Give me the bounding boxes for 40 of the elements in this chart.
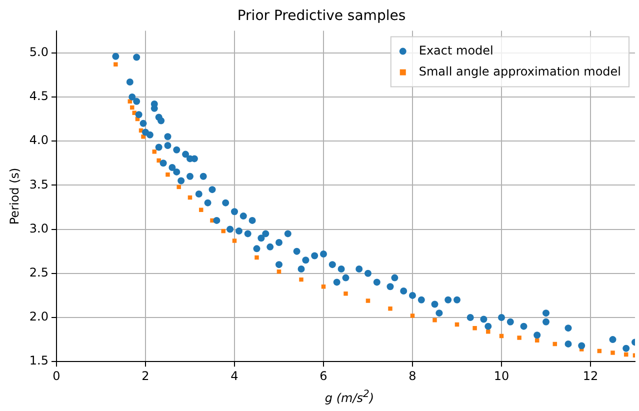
point xyxy=(366,298,370,303)
legend-label: Exact model xyxy=(418,43,494,58)
x-tick-label: 4 xyxy=(230,368,238,383)
point xyxy=(410,314,415,318)
point xyxy=(388,306,392,311)
point xyxy=(472,326,477,330)
point xyxy=(176,184,181,190)
point xyxy=(130,105,134,110)
point xyxy=(232,238,237,243)
x-tick-label: 10 xyxy=(494,368,510,383)
y-tick-label: 5.0 xyxy=(29,44,48,59)
x-tick-label: 2 xyxy=(142,368,150,383)
x-axis-title: g (m/s$^{2}$) xyxy=(324,389,376,405)
point xyxy=(299,277,304,282)
y-axis-title: Period (s) xyxy=(7,168,22,225)
point xyxy=(610,350,615,355)
point xyxy=(486,329,490,334)
y-tick-label: 4.5 xyxy=(29,89,48,104)
point xyxy=(221,228,226,234)
point xyxy=(254,255,259,260)
y-tick-label: 2.0 xyxy=(29,310,48,324)
legend-label: Small angle approximation model xyxy=(418,64,621,78)
x-tick-label: 6 xyxy=(320,368,328,383)
point xyxy=(114,62,118,66)
point xyxy=(152,150,157,154)
point xyxy=(156,158,161,163)
y-tick-label: 3.5 xyxy=(29,177,48,192)
point xyxy=(517,336,522,340)
x-tick-label: 0 xyxy=(52,368,60,383)
point xyxy=(344,292,348,296)
x-tick-label: 8 xyxy=(408,368,416,383)
point xyxy=(141,134,146,139)
point xyxy=(432,318,437,322)
y-tick-label: 1.5 xyxy=(29,354,48,368)
point xyxy=(166,172,170,177)
chart-title: Prior Predictive samples xyxy=(237,8,406,24)
y-tick-label: 2.5 xyxy=(29,266,48,280)
y-tick-label: 3.0 xyxy=(29,221,48,236)
y-tick-label: 4.0 xyxy=(29,133,48,148)
x-tick-label: 12 xyxy=(582,368,598,383)
